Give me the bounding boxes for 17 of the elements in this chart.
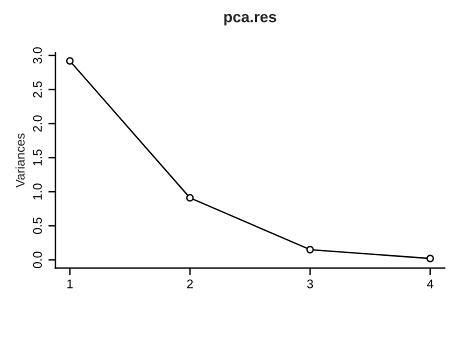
y-tick-label: 2.5 <box>33 81 42 98</box>
point <box>66 57 74 65</box>
y-tick-label: 0.0 <box>33 252 42 268</box>
y-axis-title: Variances <box>15 134 25 188</box>
x-tick-label: 3 <box>307 279 314 288</box>
y-tick-label: 1.0 <box>33 184 42 200</box>
point <box>186 194 194 202</box>
x-tick-label: 4 <box>427 280 434 288</box>
y-tick-label: 1.5 <box>33 149 42 166</box>
x-tick-label: 1 <box>67 280 73 288</box>
y-tick-label: 2.0 <box>33 115 42 132</box>
x-tick-label: 2 <box>187 279 193 288</box>
chart-title: pca.res <box>224 14 276 26</box>
y-tick-label: 3.0 <box>33 47 42 64</box>
point <box>426 254 434 262</box>
y-tick-label: 0.5 <box>33 218 42 234</box>
point <box>306 246 314 254</box>
